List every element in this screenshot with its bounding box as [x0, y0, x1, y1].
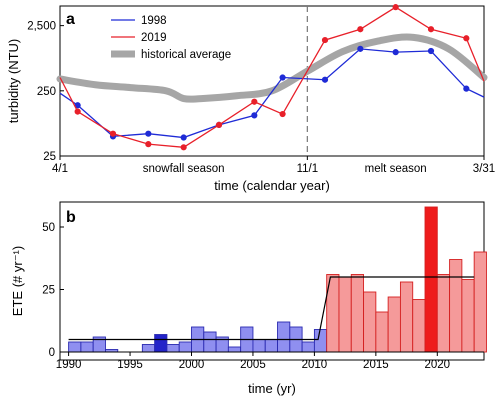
series-1998-point — [357, 45, 364, 52]
series-2019-point — [145, 141, 152, 148]
panel-b-x-tick-label: 1995 — [117, 359, 143, 371]
series-2019-point — [427, 26, 435, 33]
panel-a-y-tick-label: 2,500 — [27, 21, 56, 33]
panel-b-y-tick-label: 0 — [49, 347, 55, 359]
panel-a-plot-frame — [59, 5, 485, 157]
step-fit-line — [68, 276, 475, 341]
series-historical-average-line — [56, 33, 488, 103]
ete-bar-2020 — [424, 206, 438, 353]
series-2019-line — [59, 6, 485, 148]
series-2019-point — [463, 35, 470, 42]
series-1998-point — [279, 74, 286, 81]
series-2019-point — [357, 26, 364, 33]
panel-a-y-tick-label: 250 — [37, 86, 56, 98]
ete-bar-2023 — [461, 279, 475, 353]
series-2019-point — [74, 108, 81, 115]
ete-bar-2004 — [227, 346, 242, 353]
panel-a-y-axis-title: turbidity (NTU) — [6, 39, 21, 124]
season-label: snowfall season — [143, 163, 225, 175]
ete-bar-1991 — [68, 341, 82, 353]
series-2019-point — [392, 4, 399, 11]
ete-bar-2006 — [252, 339, 266, 353]
season-label: melt season — [365, 163, 427, 175]
panel-a-turbidity-chart: a turbidity (NTU) time (calendar year) 2… — [6, 4, 495, 193]
ete-bar-2024 — [473, 251, 487, 353]
series-1998-point — [427, 47, 435, 55]
panel-a-y-tick-label: 25 — [43, 151, 56, 163]
ete-bar-1997 — [141, 344, 156, 353]
panel-a-x-axis-title: time (calendar year) — [214, 178, 330, 193]
ete-bar-2022 — [449, 259, 463, 353]
panel-b-ete-chart: b ETE (# yr⁻¹) time (yr) 1990 1995 2000 200… — [10, 201, 487, 396]
panel-b-x-tick-label: 2015 — [363, 359, 389, 371]
ete-bar-1999 — [166, 344, 180, 353]
panel-b-y-tick-label: 50 — [42, 222, 55, 234]
panel-b-x-tick-label: 2005 — [240, 359, 266, 371]
series-2019-point — [180, 144, 187, 151]
panel-b-x-axis-title: time (yr) — [248, 381, 296, 396]
ete-bar-2011 — [313, 329, 328, 353]
series-2019-point — [251, 98, 258, 105]
legend-label-historical-average: historical average — [141, 49, 231, 61]
panel-b-y-axis-title: ETE (# yr⁻¹) — [10, 246, 25, 316]
ete-bar-2018 — [399, 281, 414, 353]
ete-bar-2013 — [338, 276, 352, 353]
series-1998-point — [392, 49, 399, 56]
ete-bar-2019 — [412, 299, 426, 353]
ete-bar-2016 — [375, 311, 389, 353]
legend-label-2019: 2019 — [141, 32, 167, 44]
series-1998-point — [321, 76, 329, 83]
panel-b-x-tick-label: 2000 — [179, 359, 205, 371]
series-1998-point — [180, 134, 187, 141]
ete-bar-2007 — [264, 339, 278, 353]
series-2019-point — [215, 121, 223, 128]
panel-b-x-tick-label: 2010 — [302, 359, 328, 371]
panel-b-x-tick-label: 2020 — [425, 359, 451, 371]
ete-bar-1998 — [154, 334, 168, 353]
ete-bar-2008 — [277, 321, 291, 353]
legend-label-1998: 1998 — [141, 15, 167, 27]
panel-a-x-tick-label: 11/1 — [297, 163, 319, 175]
series-1998-point — [463, 85, 470, 92]
series-2019-point — [279, 110, 286, 118]
series-2019-point — [109, 130, 117, 137]
panel-b-label: b — [66, 209, 76, 226]
ete-bar-2015 — [363, 291, 377, 353]
panel-b-x-tick-label: 1990 — [56, 359, 82, 371]
series-2019-point — [321, 36, 329, 44]
ete-bar-2000 — [178, 341, 192, 353]
panel-a-x-tick-label: 3/31 — [473, 163, 495, 175]
ete-bar-2010 — [301, 341, 315, 353]
ete-bar-2021 — [436, 274, 451, 353]
ete-bar-2002 — [203, 331, 217, 353]
panel-b-y-tick-label: 25 — [42, 285, 55, 297]
ete-bar-1992 — [80, 341, 94, 353]
ete-bar-2017 — [387, 296, 401, 353]
series-1998-point — [251, 112, 258, 119]
ete-bar-2014 — [350, 274, 365, 353]
series-1998-point — [145, 130, 152, 137]
panel-a-label: a — [66, 11, 75, 28]
panel-a-legend: 1998 2019 historical average — [111, 15, 231, 61]
panel-a-x-tick-label: 4/1 — [52, 163, 68, 175]
